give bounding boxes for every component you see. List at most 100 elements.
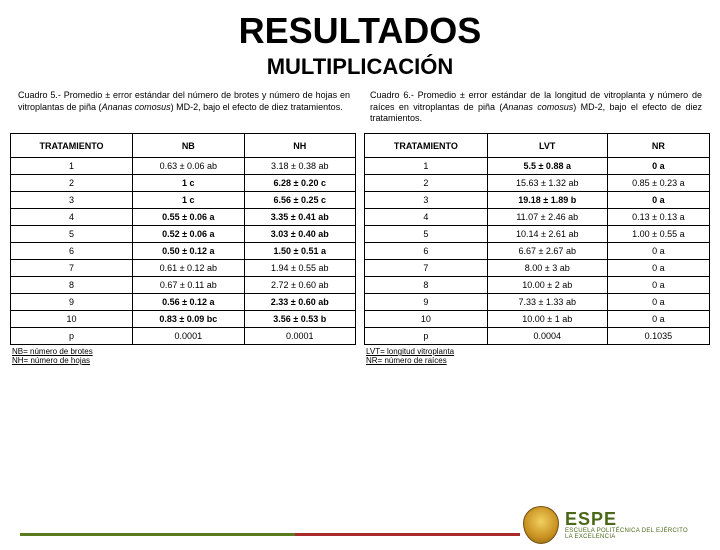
table-cell: 2.72 ± 0.60 ab	[244, 277, 355, 294]
table-cell: 6.67 ± 2.67 ab	[487, 243, 607, 260]
table-row: 50.52 ± 0.06 a3.03 ± 0.40 ab	[11, 226, 356, 243]
table-cell: 0 a	[607, 158, 709, 175]
right-table: TRATAMIENTO LVT NR 15.5 ± 0.88 a0 a215.6…	[364, 133, 710, 345]
table-cell: 2.33 ± 0.60 ab	[244, 294, 355, 311]
table-cell: 8	[365, 277, 488, 294]
table-cell: 6.56 ± 0.25 c	[244, 192, 355, 209]
table-cell: 0 a	[607, 260, 709, 277]
table-cell: 3.56 ± 0.53 b	[244, 311, 355, 328]
left-table-wrap: TRATAMIENTO NB NH 10.63 ± 0.06 ab3.18 ± …	[10, 133, 356, 365]
table-cell: 0.67 ± 0.11 ab	[133, 277, 244, 294]
table-cell: 0.63 ± 0.06 ab	[133, 158, 244, 175]
table-cell: 0.1035	[607, 328, 709, 345]
table-cell: 3	[11, 192, 133, 209]
table-row: p0.00010.0001	[11, 328, 356, 345]
left-footnote: NB= número de brotesNH= número de hojas	[10, 347, 356, 365]
right-table-wrap: TRATAMIENTO LVT NR 15.5 ± 0.88 a0 a215.6…	[364, 133, 710, 365]
table-row: 21 c6.28 ± 0.20 c	[11, 175, 356, 192]
logo-name: ESPE	[565, 510, 688, 528]
table-cell: 19.18 ± 1.89 b	[487, 192, 607, 209]
th-nh: NH	[244, 134, 355, 158]
table-cell: 9	[11, 294, 133, 311]
table-row: 90.56 ± 0.12 a2.33 ± 0.60 ab	[11, 294, 356, 311]
table-cell: 7.33 ± 1.33 ab	[487, 294, 607, 311]
table-cell: 3.03 ± 0.40 ab	[244, 226, 355, 243]
table-cell: 7	[11, 260, 133, 277]
table-cell: 1.94 ± 0.55 ab	[244, 260, 355, 277]
table-row: 15.5 ± 0.88 a0 a	[365, 158, 710, 175]
table-row: 411.07 ± 2.46 ab0.13 ± 0.13 a	[365, 209, 710, 226]
th-nr: NR	[607, 134, 709, 158]
table-cell: 0.56 ± 0.12 a	[133, 294, 244, 311]
table-cell: 5	[11, 226, 133, 243]
table-cell: 0.0001	[244, 328, 355, 345]
table-row: 31 c6.56 ± 0.25 c	[11, 192, 356, 209]
table-cell: 11.07 ± 2.46 ab	[487, 209, 607, 226]
table-cell: 1.50 ± 0.51 a	[244, 243, 355, 260]
table-cell: 15.63 ± 1.32 ab	[487, 175, 607, 192]
table-row: 70.61 ± 0.12 ab1.94 ± 0.55 ab	[11, 260, 356, 277]
table-cell: 5.5 ± 0.88 a	[487, 158, 607, 175]
captions-row: Cuadro 5.- Promedio ± error estándar del…	[0, 90, 720, 125]
table-cell: 0 a	[607, 277, 709, 294]
table-row: 810.00 ± 2 ab0 a	[365, 277, 710, 294]
table-cell: 4	[365, 209, 488, 226]
th-nb: NB	[133, 134, 244, 158]
caption-right-italic: Ananas comosus	[502, 102, 573, 112]
table-cell: 5	[365, 226, 488, 243]
table-cell: 4	[11, 209, 133, 226]
table-cell: 1 c	[133, 192, 244, 209]
table-cell: 2	[365, 175, 488, 192]
table-cell: 0.83 ± 0.09 bc	[133, 311, 244, 328]
th-lvt: LVT	[487, 134, 607, 158]
shield-icon	[523, 506, 559, 544]
table-cell: 0 a	[607, 311, 709, 328]
table-cell: 1 c	[133, 175, 244, 192]
table-cell: 6	[11, 243, 133, 260]
table-row: 60.50 ± 0.12 a1.50 ± 0.51 a	[11, 243, 356, 260]
table-cell: 6	[365, 243, 488, 260]
table-cell: 10.14 ± 2.61 ab	[487, 226, 607, 243]
table-cell: 0 a	[607, 294, 709, 311]
table-cell: 9	[365, 294, 488, 311]
table-row: 10.63 ± 0.06 ab3.18 ± 0.38 ab	[11, 158, 356, 175]
table-cell: 1	[365, 158, 488, 175]
table-row: 215.63 ± 1.32 ab0.85 ± 0.23 a	[365, 175, 710, 192]
logo-sub2: LA EXCELENCIA	[565, 534, 688, 540]
table-cell: 0.0004	[487, 328, 607, 345]
table-cell: 0.85 ± 0.23 a	[607, 175, 709, 192]
table-row: p0.00040.1035	[365, 328, 710, 345]
table-cell: 0 a	[607, 243, 709, 260]
table-cell: 1	[11, 158, 133, 175]
table-row: 319.18 ± 1.89 b0 a	[365, 192, 710, 209]
table-cell: p	[365, 328, 488, 345]
table-row: 78.00 ± 3 ab0 a	[365, 260, 710, 277]
table-row: 510.14 ± 2.61 ab1.00 ± 0.55 a	[365, 226, 710, 243]
table-header-row: TRATAMIENTO LVT NR	[365, 134, 710, 158]
table-cell: 8	[11, 277, 133, 294]
caption-right: Cuadro 6.- Promedio ± error estándar de …	[370, 90, 702, 125]
footer: ESPE ESCUELA POLITÉCNICA DEL EJÉRCITO LA…	[0, 502, 720, 550]
page-subtitle: MULTIPLICACIÓN	[0, 54, 720, 80]
table-cell: 0.0001	[133, 328, 244, 345]
tables-row: TRATAMIENTO NB NH 10.63 ± 0.06 ab3.18 ± …	[0, 133, 720, 365]
table-row: 40.55 ± 0.06 a3.35 ± 0.41 ab	[11, 209, 356, 226]
table-row: 100.83 ± 0.09 bc3.56 ± 0.53 b	[11, 311, 356, 328]
table-row: 97.33 ± 1.33 ab0 a	[365, 294, 710, 311]
table-cell: 10	[365, 311, 488, 328]
right-footnote: LVT= longitud vitroplantaNR= número de r…	[364, 347, 710, 365]
caption-left-italic: Ananas comosus	[102, 102, 171, 112]
table-cell: 0.61 ± 0.12 ab	[133, 260, 244, 277]
caption-left: Cuadro 5.- Promedio ± error estándar del…	[18, 90, 350, 125]
table-row: 66.67 ± 2.67 ab0 a	[365, 243, 710, 260]
table-header-row: TRATAMIENTO NB NH	[11, 134, 356, 158]
page-title: RESULTADOS	[0, 10, 720, 52]
th-tratamiento: TRATAMIENTO	[11, 134, 133, 158]
table-cell: 10.00 ± 1 ab	[487, 311, 607, 328]
table-row: 80.67 ± 0.11 ab2.72 ± 0.60 ab	[11, 277, 356, 294]
footer-accent-bar	[20, 533, 520, 536]
table-cell: 3.35 ± 0.41 ab	[244, 209, 355, 226]
table-cell: 3	[365, 192, 488, 209]
table-cell: 2	[11, 175, 133, 192]
logo-text: ESPE ESCUELA POLITÉCNICA DEL EJÉRCITO LA…	[565, 510, 688, 540]
